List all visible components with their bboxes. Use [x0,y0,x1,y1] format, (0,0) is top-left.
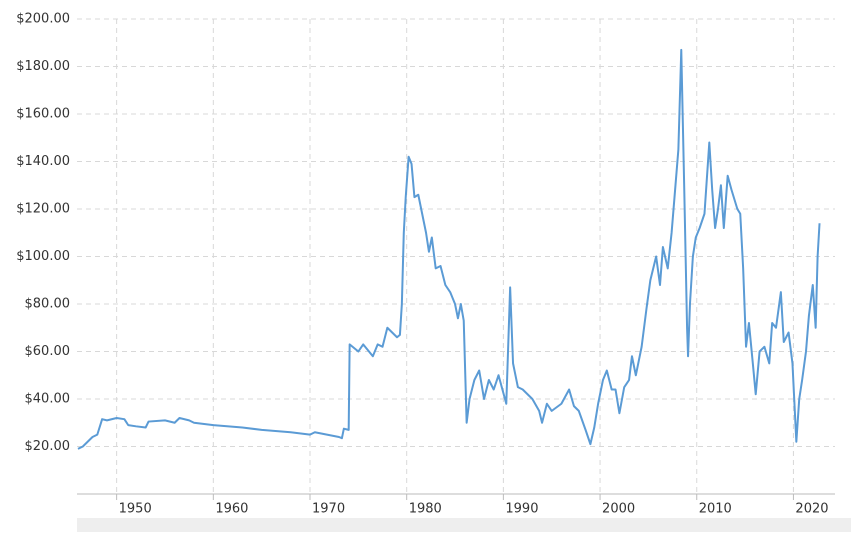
y-tick-label: $100.00 [16,249,70,264]
y-tick-label: $80.00 [25,297,71,312]
y-tick-label: $120.00 [16,202,70,217]
x-tick-label: 2000 [602,502,635,517]
x-tick-label: 2020 [795,502,828,517]
x-tick-label: 1990 [505,502,538,517]
scrollbar[interactable] [77,518,851,532]
x-tick-label: 1980 [409,502,442,517]
price-line [77,48,821,450]
x-tick-label: 1950 [119,502,152,517]
x-tick-label: 2010 [699,502,732,517]
y-tick-label: $60.00 [25,344,71,359]
x-tick-label: 1970 [312,502,345,517]
y-tick-label: $40.00 [25,392,71,407]
x-tick-label: 1960 [215,502,248,517]
y-tick-label: $20.00 [25,439,71,454]
y-tick-label: $140.00 [16,154,70,169]
y-tick-label: $160.00 [16,107,70,122]
y-tick-label: $200.00 [16,12,70,27]
y-tick-label: $180.00 [16,59,70,74]
